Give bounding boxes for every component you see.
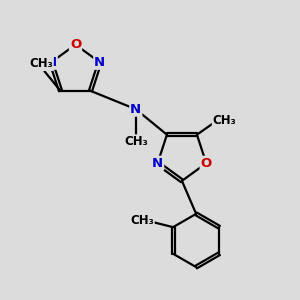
Text: CH₃: CH₃ — [124, 135, 148, 148]
Text: CH₃: CH₃ — [130, 214, 154, 226]
Text: N: N — [94, 56, 105, 69]
Text: CH₃: CH₃ — [213, 114, 236, 127]
Text: O: O — [70, 38, 81, 51]
Text: O: O — [201, 157, 212, 170]
Text: N: N — [152, 157, 163, 170]
Text: N: N — [46, 56, 57, 69]
Text: CH₃: CH₃ — [29, 57, 53, 70]
Text: N: N — [130, 103, 141, 116]
